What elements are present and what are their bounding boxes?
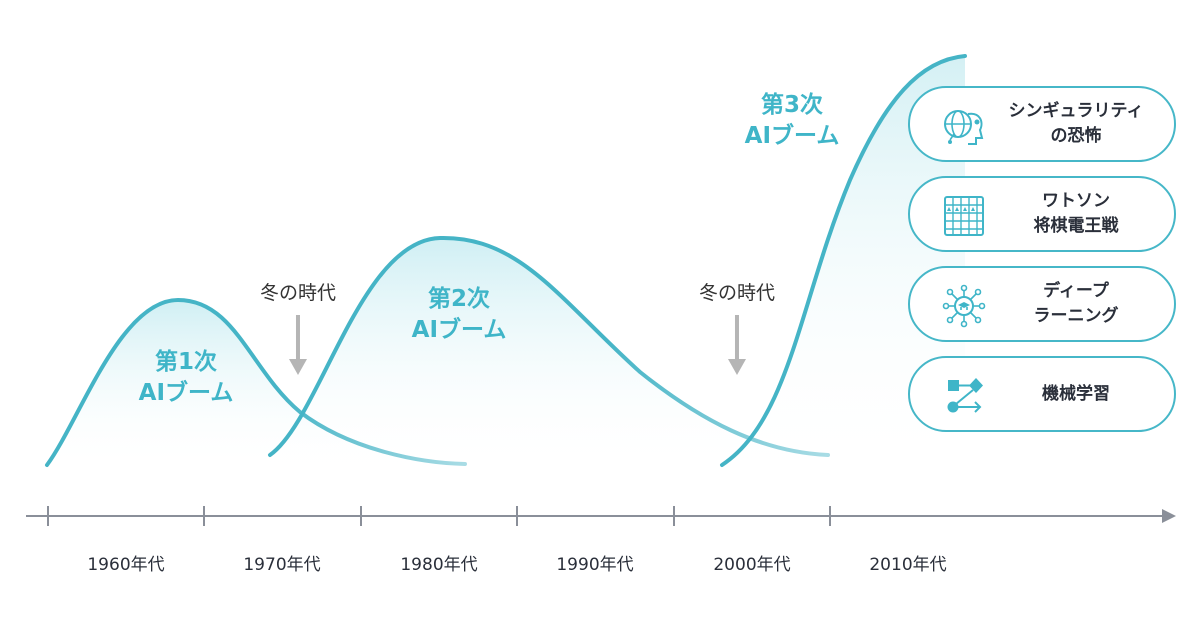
topic-pill-singularity: シンギュラリティ の恐怖 [908, 86, 1176, 162]
decade-label-1960: 1960年代 [87, 555, 165, 575]
boom-1-title: AIブーム [138, 380, 234, 406]
topic-pill-machine-learning-text: 機械学習 [992, 358, 1160, 430]
flow-shapes-icon [947, 378, 983, 413]
boom-2-ordinal: 第2次 [427, 286, 491, 312]
winter-2-label: 冬の時代 [698, 282, 776, 304]
topic-2-line1: ワトソン [1042, 191, 1110, 211]
boom1-curve [45, 297, 467, 467]
boom-1-label: 第1次 AIブーム [139, 347, 234, 409]
boom2-area [270, 237, 828, 470]
topic-3-line2: ラーニング [1033, 306, 1119, 326]
boom-3-label: 第3次 AIブーム [745, 90, 840, 152]
topic-pill-deep-learning: ディープ ラーニング [908, 266, 1176, 342]
topic-pill-deep-learning-text: ディープ ラーニング [992, 268, 1160, 340]
topic-pill-watson-shogi-text: ワトソン 将棋電王戦 [992, 178, 1160, 250]
boom3-curve [720, 54, 967, 467]
decade-label-1980: 1980年代 [400, 555, 478, 575]
down-arrow-icon [288, 315, 307, 375]
timeline-arrowhead [1162, 509, 1176, 523]
winter-2: 冬の時代 [699, 278, 775, 375]
timeline-ticks [47, 506, 831, 526]
boom-3-title: AIブーム [744, 123, 840, 149]
down-arrow-icon [727, 315, 746, 375]
decade-label-2000: 2000年代 [713, 555, 791, 575]
boom2-curve [268, 235, 830, 457]
boom3-area [722, 56, 965, 470]
decade-label-2010: 2010年代 [869, 555, 947, 575]
winter-1: 冬の時代 [260, 278, 336, 375]
brain-circuit-icon [944, 110, 984, 145]
topic-pill-machine-learning: 機械学習 [908, 356, 1176, 432]
topic-1-line1: シンギュラリティ [1008, 101, 1144, 121]
boom-1-ordinal: 第1次 [154, 349, 218, 375]
boom-2-title: AIブーム [411, 317, 507, 343]
shogi-board-icon [944, 196, 984, 236]
topic-4-line1: 機械学習 [1042, 383, 1110, 404]
boom1-area [47, 300, 465, 470]
decade-label-1990: 1990年代 [556, 555, 634, 575]
winter-1-label: 冬の時代 [259, 282, 337, 304]
topic-3-line1: ディープ [1043, 281, 1109, 301]
topic-pill-singularity-text: シンギュラリティ の恐怖 [992, 88, 1160, 160]
decade-label-1970: 1970年代 [243, 555, 321, 575]
boom-3-ordinal: 第3次 [760, 92, 824, 118]
topic-1-line2: の恐怖 [1050, 126, 1102, 146]
topic-pill-watson-shogi: ワトソン 将棋電王戦 [908, 176, 1176, 252]
neural-network-icon [942, 284, 986, 328]
boom-2-label: 第2次 AIブーム [412, 284, 507, 346]
topic-2-line2: 将棋電王戦 [1033, 216, 1119, 236]
